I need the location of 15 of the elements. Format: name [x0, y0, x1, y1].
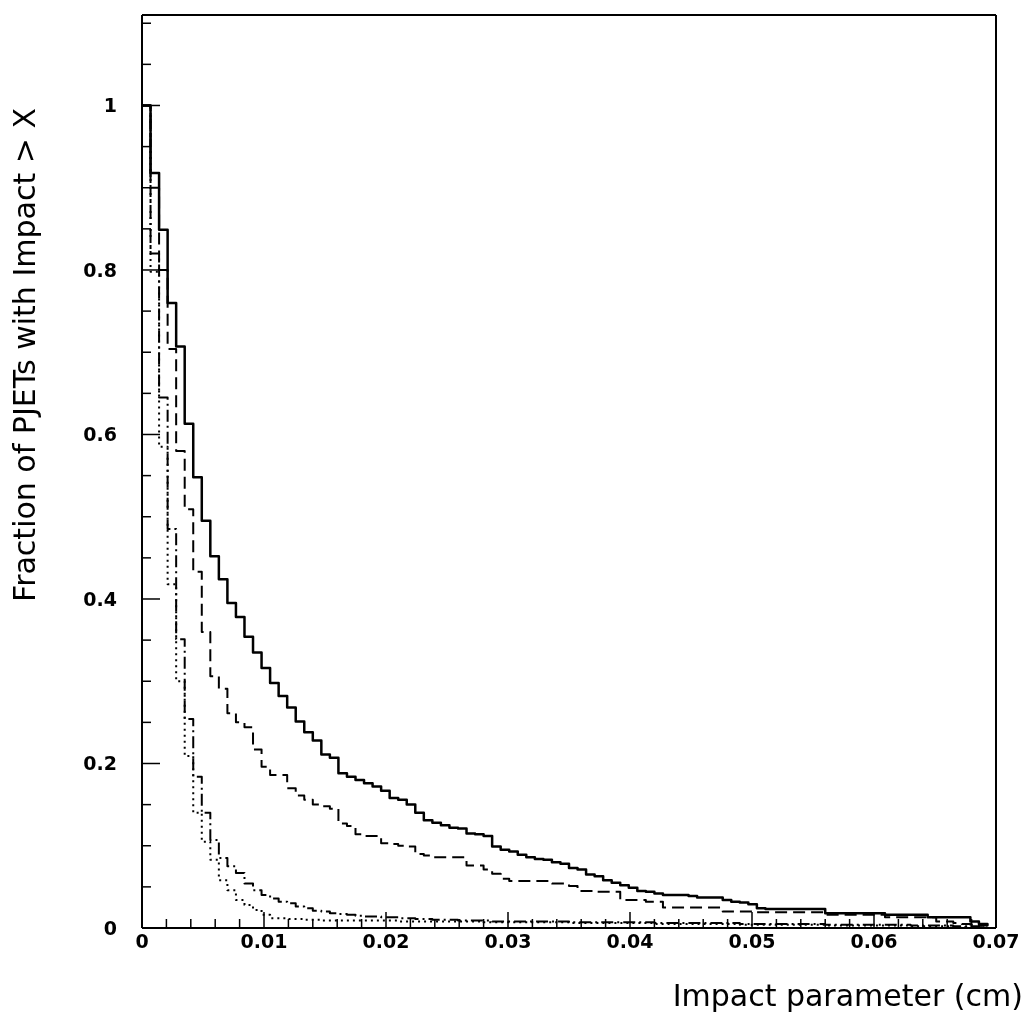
x-tick-label: 0.06: [850, 930, 898, 952]
y-tick-label: 0.6: [83, 423, 117, 446]
x-tick-label: 0.04: [606, 930, 654, 952]
y-tick-label: 0.8: [83, 258, 117, 281]
y-tick-label: 0.4: [83, 587, 117, 610]
x-tick-label: 0.07: [972, 930, 1020, 952]
x-tick-label: 0.03: [484, 930, 532, 952]
x-axis-title: Impact parameter (cm): [672, 978, 1023, 1013]
y-tick-label: 0.2: [83, 752, 117, 775]
y-tick-label: 1: [103, 94, 117, 117]
x-tick-label: 0.01: [240, 930, 288, 952]
y-axis-title: Fraction of PJETs with Impact > X: [7, 108, 42, 602]
x-tick-label: 0.02: [362, 930, 410, 952]
x-tick-label: 0.05: [728, 930, 776, 952]
x-tick-label: 0: [135, 930, 149, 952]
